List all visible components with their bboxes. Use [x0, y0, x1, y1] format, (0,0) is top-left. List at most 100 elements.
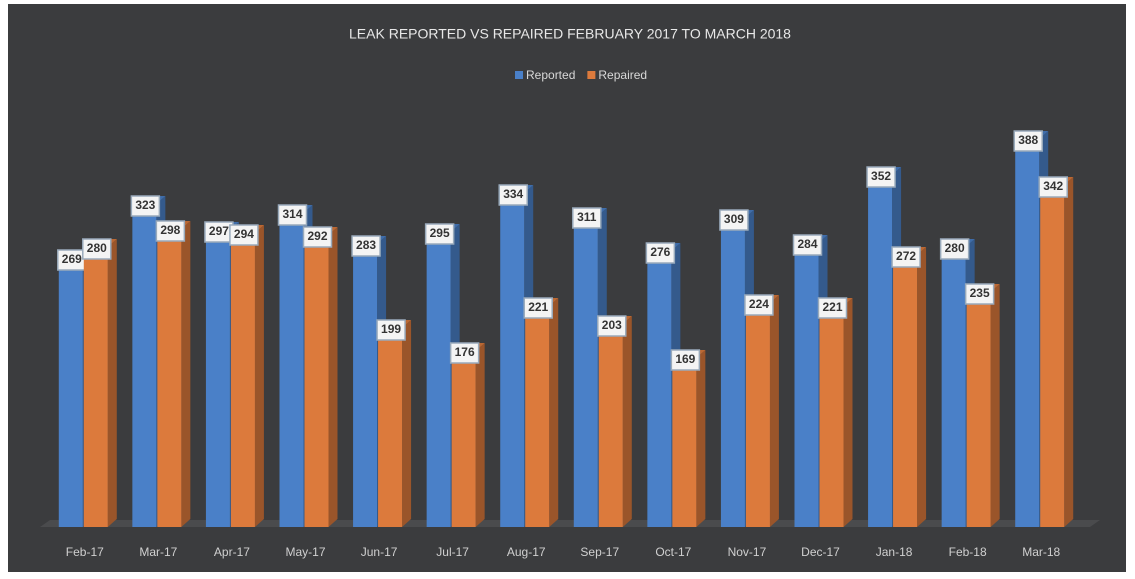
bar-side	[622, 316, 632, 527]
value-label-box	[376, 319, 406, 341]
x-tick-label: Jan-18	[876, 545, 913, 559]
value-label: 203	[602, 318, 622, 332]
value-label: 294	[234, 227, 254, 241]
x-tick-label: Sep-17	[580, 545, 619, 559]
value-label-box	[1013, 130, 1043, 152]
value-label-box	[792, 234, 823, 256]
x-tick-label: Nov-17	[728, 545, 767, 559]
bar	[157, 229, 182, 527]
value-label: 176	[455, 345, 475, 359]
bar-side	[917, 247, 927, 527]
value-label-box	[277, 204, 308, 226]
value-label: 298	[160, 223, 180, 237]
value-label-box	[597, 315, 627, 337]
value-label-box	[155, 220, 186, 242]
value-label: 280	[945, 241, 965, 255]
value-label-box	[891, 246, 921, 268]
bar	[647, 251, 672, 527]
bar	[132, 204, 157, 527]
legend-label: Reported	[526, 68, 575, 82]
legend-swatch	[587, 71, 596, 79]
value-label-box	[229, 224, 259, 246]
bar-side	[328, 227, 338, 527]
x-tick-label: May-17	[285, 545, 325, 559]
bar	[83, 247, 108, 527]
value-label: 297	[209, 224, 229, 238]
bar-side	[402, 320, 412, 527]
bar	[794, 243, 819, 527]
x-tick-label: Jun-17	[361, 545, 398, 559]
bar	[941, 247, 966, 527]
chart-title: LEAK REPORTED VS REPAIRED FEBRUARY 2017 …	[349, 26, 791, 42]
bar-side	[475, 343, 485, 527]
bar-side	[843, 298, 853, 527]
value-label: 388	[1018, 133, 1038, 147]
bar	[893, 255, 918, 527]
value-label: 235	[970, 286, 990, 300]
value-label: 280	[87, 241, 107, 255]
bar	[1015, 139, 1040, 527]
bar	[279, 213, 304, 527]
bar-side	[549, 298, 559, 527]
value-label-box	[302, 226, 333, 248]
bar	[426, 232, 451, 527]
bar	[819, 306, 844, 527]
bar-side	[181, 221, 191, 527]
value-label: 342	[1043, 179, 1063, 193]
x-tick-label: Apr-17	[214, 545, 250, 559]
value-label-box	[744, 294, 774, 316]
x-tick-label: Mar-18	[1022, 545, 1060, 559]
value-label-box	[82, 238, 112, 260]
bar-side	[1064, 177, 1074, 527]
value-label: 283	[356, 238, 376, 252]
bar	[598, 324, 623, 527]
x-tick-label: Aug-17	[507, 545, 546, 559]
bar	[353, 244, 378, 527]
value-label-box	[449, 342, 480, 364]
value-label-box	[498, 184, 528, 206]
x-tick-label: Jul-17	[436, 545, 469, 559]
value-label: 272	[896, 249, 916, 263]
bar	[500, 193, 525, 527]
legend-label: Repaired	[598, 68, 647, 82]
value-label-box	[1038, 176, 1068, 198]
value-label: 224	[749, 297, 769, 311]
bar-side	[254, 225, 264, 527]
value-label: 199	[381, 322, 401, 336]
value-label-box	[130, 195, 161, 217]
floor	[40, 520, 1100, 527]
bar	[720, 218, 745, 527]
value-label-box	[964, 283, 995, 305]
bar	[378, 328, 403, 527]
value-label: 276	[650, 245, 670, 259]
value-label-box	[817, 297, 848, 319]
value-label: 295	[430, 226, 450, 240]
bar	[672, 358, 697, 527]
value-label-box	[939, 238, 970, 260]
value-label-box	[866, 166, 896, 188]
bar	[451, 351, 476, 527]
x-tick-label: Oct-17	[655, 545, 691, 559]
value-label: 311	[577, 210, 597, 224]
x-tick-label: Feb-18	[949, 545, 987, 559]
value-label: 352	[871, 169, 891, 183]
value-label: 334	[503, 187, 523, 201]
bar-side	[696, 350, 706, 527]
value-label-box	[523, 297, 553, 319]
value-label: 221	[822, 300, 842, 314]
chart-background	[8, 4, 1126, 572]
bar	[868, 175, 893, 527]
value-label: 284	[797, 237, 817, 251]
bar	[573, 216, 598, 527]
value-label: 169	[675, 352, 695, 366]
bar	[966, 292, 991, 527]
value-label: 292	[307, 229, 327, 243]
value-label: 323	[135, 198, 155, 212]
bar	[745, 303, 770, 527]
x-tick-label: Mar-17	[139, 545, 177, 559]
bar-side	[107, 239, 117, 527]
value-label-box	[572, 207, 602, 229]
bar	[205, 230, 230, 527]
value-label: 314	[282, 207, 302, 221]
x-tick-label: Feb-17	[66, 545, 104, 559]
